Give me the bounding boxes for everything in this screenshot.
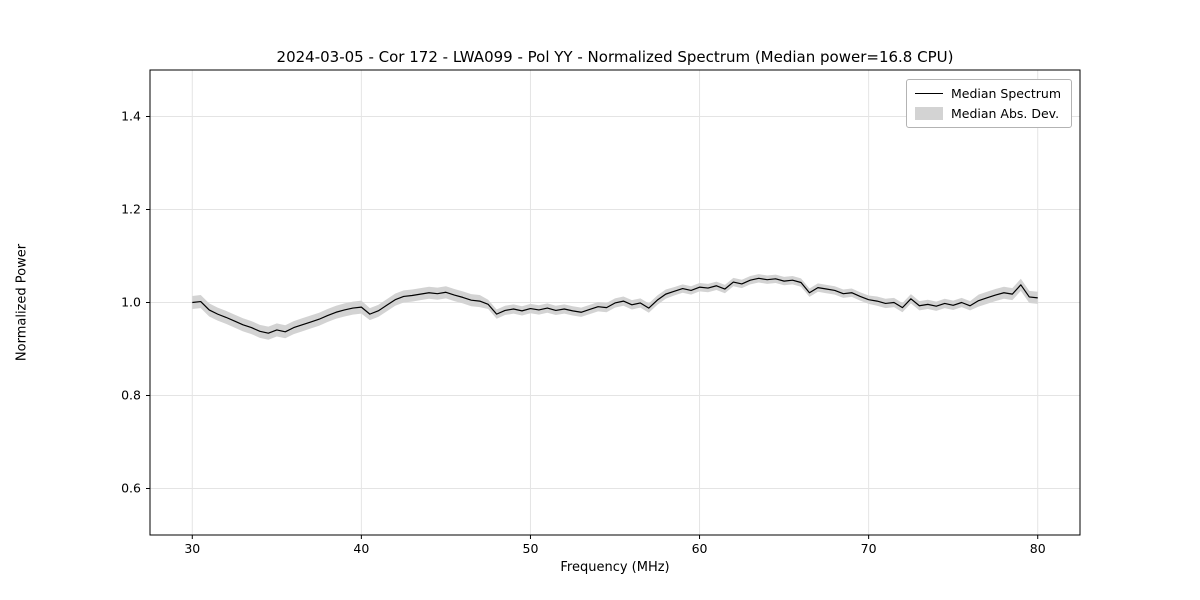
- median-spectrum-line: [192, 277, 1038, 334]
- x-tick-label: 70: [861, 541, 877, 556]
- legend-label-median-abs-dev: Median Abs. Dev.: [950, 106, 1060, 121]
- y-tick-label: 0.8: [121, 388, 141, 403]
- x-tick-label: 40: [353, 541, 369, 556]
- x-tick-label: 60: [692, 541, 708, 556]
- mad-band: [192, 274, 1038, 340]
- y-axis-label: Normalized Power: [14, 243, 30, 362]
- median-abs-dev-patch-swatch: [914, 107, 943, 120]
- x-tick-label: 50: [523, 541, 539, 556]
- x-axis-label: Frequency (MHz): [560, 560, 670, 575]
- legend: Median Spectrum Median Abs. Dev.: [905, 79, 1072, 128]
- y-tick-label: 1.2: [121, 202, 141, 217]
- chart-title: 2024-03-05 - Cor 172 - LWA099 - Pol YY -…: [276, 48, 954, 66]
- legend-item-median-abs-dev: Median Abs. Dev.: [914, 106, 1061, 121]
- median-spectrum-line-swatch: [914, 93, 943, 94]
- y-tick-label: 1.4: [121, 109, 141, 124]
- y-tick-label: 1.0: [121, 295, 141, 310]
- x-tick-label: 80: [1030, 541, 1046, 556]
- legend-label-median-spectrum: Median Spectrum: [950, 86, 1061, 101]
- legend-item-median-spectrum: Median Spectrum: [914, 86, 1061, 101]
- x-tick-label: 30: [184, 541, 200, 556]
- y-tick-label: 0.6: [121, 481, 141, 496]
